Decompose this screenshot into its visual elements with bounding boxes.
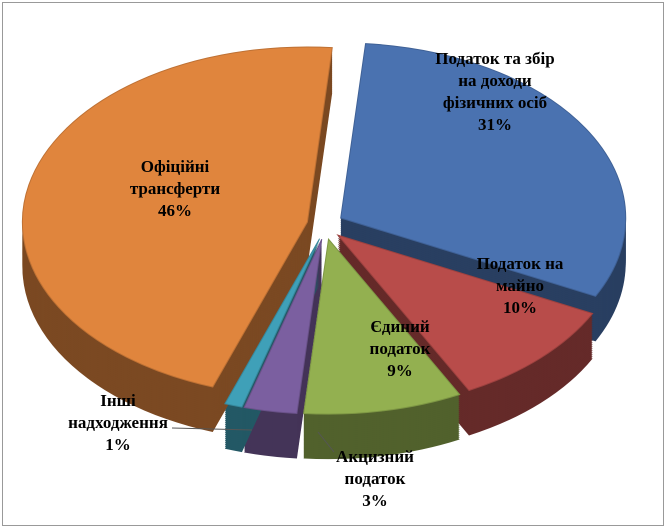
value-label: 9%	[387, 361, 413, 380]
category-label: Акцизний податок	[336, 447, 414, 488]
data-label: Податок та збір на доходи фізичних осіб 3…	[430, 48, 560, 136]
slice	[21, 46, 333, 388]
slice	[243, 238, 323, 415]
value-label: 10%	[503, 298, 537, 317]
chart-border	[2, 2, 664, 526]
leader-line	[317, 431, 335, 453]
data-label: Єдиний податок 9%	[350, 316, 450, 382]
category-label: Інші надходження	[68, 391, 168, 432]
slice	[340, 43, 627, 297]
value-label: 46%	[158, 201, 192, 220]
category-label: Податок на майно	[476, 254, 564, 295]
slice	[336, 234, 594, 392]
data-label: Податок на майно 10%	[465, 253, 575, 319]
slice	[303, 237, 461, 415]
data-label: Акцизний податок 3%	[315, 446, 435, 512]
value-label: 1%	[105, 435, 131, 454]
data-label: Інші надходження 1%	[53, 390, 183, 456]
category-label: Єдиний податок	[369, 317, 431, 358]
leader-line	[171, 427, 253, 431]
category-label: Офіційні трансферти	[129, 157, 221, 198]
value-label: 3%	[362, 491, 388, 510]
slice	[224, 238, 321, 408]
category-label: Податок та збір на доходи фізичних осіб	[435, 49, 555, 112]
data-label: Офіційні трансферти 46%	[110, 156, 240, 222]
value-label: 31%	[478, 115, 512, 134]
